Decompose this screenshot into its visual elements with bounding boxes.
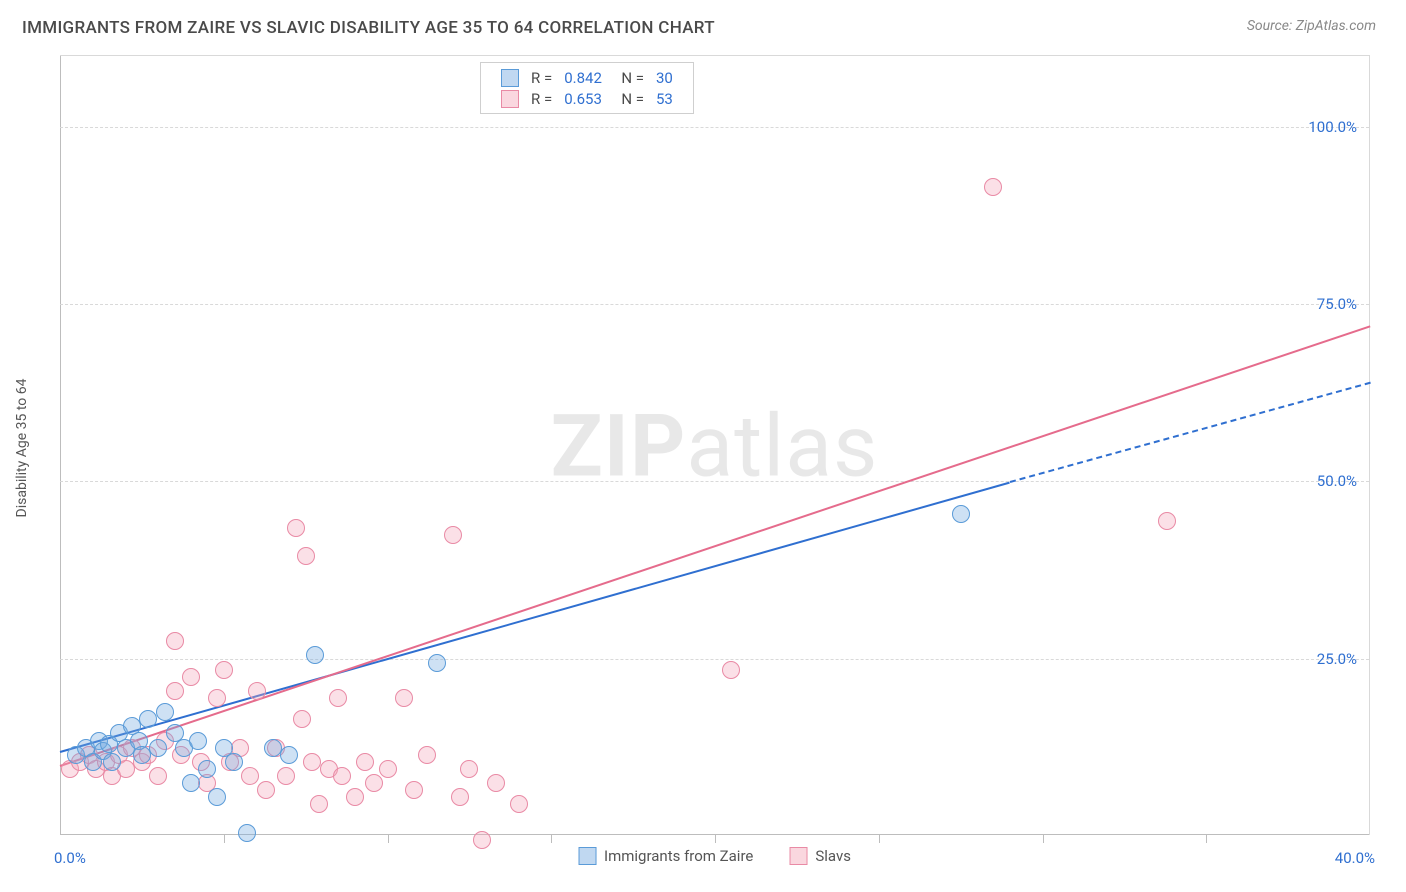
swatch-blue-icon [578,847,596,865]
data-point [310,795,328,813]
data-point [510,795,528,813]
data-point [297,547,315,565]
data-point [156,703,174,721]
data-point [182,774,200,792]
zaire-n: 30 [650,67,679,88]
legend-label-zaire: Immigrants from Zaire [604,847,753,865]
data-point [346,788,364,806]
data-point [303,753,321,771]
data-point [418,746,436,764]
data-point [428,654,446,672]
y-tick-label: 25.0% [1317,650,1357,668]
data-point [306,646,324,664]
gridline [60,659,1369,660]
data-point [133,746,151,764]
x-tick [551,835,552,843]
data-point [952,505,970,523]
data-point [473,831,491,849]
data-point [487,774,505,792]
chart-header: IMMIGRANTS FROM ZAIRE VS SLAVIC DISABILI… [0,0,1406,46]
legend-item-slavs: Slavs [789,847,851,865]
data-point [166,682,184,700]
x-tick [224,835,225,843]
data-point [208,788,226,806]
trend-line [60,325,1371,767]
legend-row-slavs: R =0.653 N =53 [495,88,679,109]
source-label: Source: ZipAtlas.com [1247,18,1376,34]
legend-row-zaire: R =0.842 N =30 [495,67,679,88]
chart-title: IMMIGRANTS FROM ZAIRE VS SLAVIC DISABILI… [22,18,715,38]
data-point [225,753,243,771]
y-tick-label: 50.0% [1317,472,1357,490]
data-point [356,753,374,771]
data-point [365,774,383,792]
data-point [984,178,1002,196]
data-point [460,760,478,778]
x-max-label: 40.0% [1335,849,1375,867]
x-min-label: 0.0% [54,849,86,867]
swatch-pink-icon [789,847,807,865]
trend-line [1009,382,1370,483]
data-point [405,781,423,799]
x-tick [1206,835,1207,843]
y-axis-line [60,56,61,835]
x-tick [388,835,389,843]
slavs-n: 53 [650,88,679,109]
gridline [60,304,1369,305]
data-point [149,739,167,757]
slavs-r: 0.653 [558,88,608,109]
data-point [139,710,157,728]
gridline [60,481,1369,482]
x-tick [879,835,880,843]
data-point [257,781,275,799]
plot-area: ZIPatlas R =0.842 N =30 R =0.653 N =53 I… [60,55,1370,835]
trend-line [60,481,1010,752]
stats-legend: R =0.842 N =30 R =0.653 N =53 [480,62,694,114]
data-point [444,526,462,544]
data-point [182,668,200,686]
data-point [103,753,121,771]
data-point [277,767,295,785]
data-point [722,661,740,679]
data-point [1158,512,1176,530]
data-point [215,661,233,679]
x-tick [1043,835,1044,843]
y-axis-title: Disability Age 35 to 64 [14,379,30,518]
data-point [333,767,351,785]
data-point [166,632,184,650]
data-point [379,760,397,778]
y-tick-label: 100.0% [1308,118,1357,136]
legend-item-zaire: Immigrants from Zaire [578,847,753,865]
data-point [241,767,259,785]
gridline [60,127,1369,128]
legend-label-slavs: Slavs [815,847,851,865]
data-point [189,732,207,750]
data-point [280,746,298,764]
data-point [264,739,282,757]
data-point [395,689,413,707]
series-legend: Immigrants from Zaire Slavs [578,847,851,865]
x-tick [715,835,716,843]
data-point [329,689,347,707]
data-point [451,788,469,806]
data-point [198,760,216,778]
y-tick-label: 75.0% [1317,295,1357,313]
swatch-blue-icon [501,69,519,87]
data-point [149,767,167,785]
swatch-pink-icon [501,90,519,108]
data-point [208,689,226,707]
zaire-r: 0.842 [558,67,608,88]
data-point [248,682,266,700]
data-point [287,519,305,537]
data-point [238,824,256,842]
data-point [293,710,311,728]
